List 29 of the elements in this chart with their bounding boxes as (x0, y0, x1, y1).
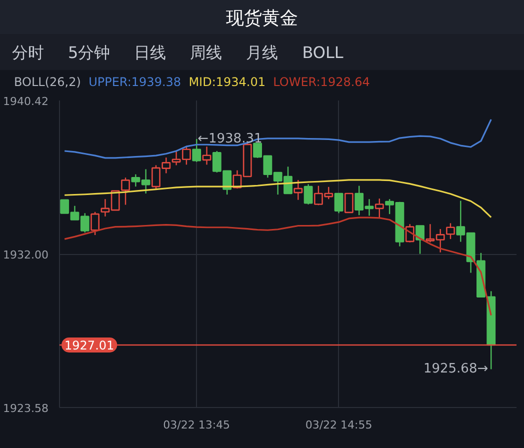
chart-title: 现货黄金 (226, 7, 298, 31)
annotation: ←1938.31 (198, 131, 262, 146)
candlestick (344, 192, 354, 214)
text: LOWER:1928.64 (273, 75, 370, 89)
legend-title: BOLL(26,2) (14, 75, 81, 89)
text: 5分钟 (68, 43, 110, 62)
candlestick (90, 211, 100, 236)
annotation: 1925.68→ (423, 362, 488, 377)
y-tick-label: 1932.00 (3, 248, 49, 262)
text: 周线 (190, 43, 222, 62)
ref-line-label: 1927.01 (64, 338, 114, 352)
y-tick-label: 1923.58 (3, 402, 49, 415)
line-series (64, 118, 492, 159)
text: UPPER:1939.38 (88, 75, 182, 89)
x-tick-label: 03/22 13:45 (163, 418, 230, 432)
text: 分时 (12, 43, 44, 62)
candlestick (334, 192, 344, 214)
x-tick-label: 03/22 14:55 (305, 418, 372, 432)
text: 日线 (134, 43, 166, 62)
text: MID:1934.01 (188, 75, 266, 89)
candlestick (304, 184, 313, 206)
candlestick (121, 177, 130, 206)
text: 月线 (246, 43, 278, 62)
candlestick (416, 225, 424, 254)
candlestick (202, 146, 212, 166)
text: BOLL (302, 43, 344, 62)
candlestick (294, 179, 303, 200)
y-tick-label: 1940.42 (3, 95, 49, 108)
candlestick (374, 198, 384, 218)
